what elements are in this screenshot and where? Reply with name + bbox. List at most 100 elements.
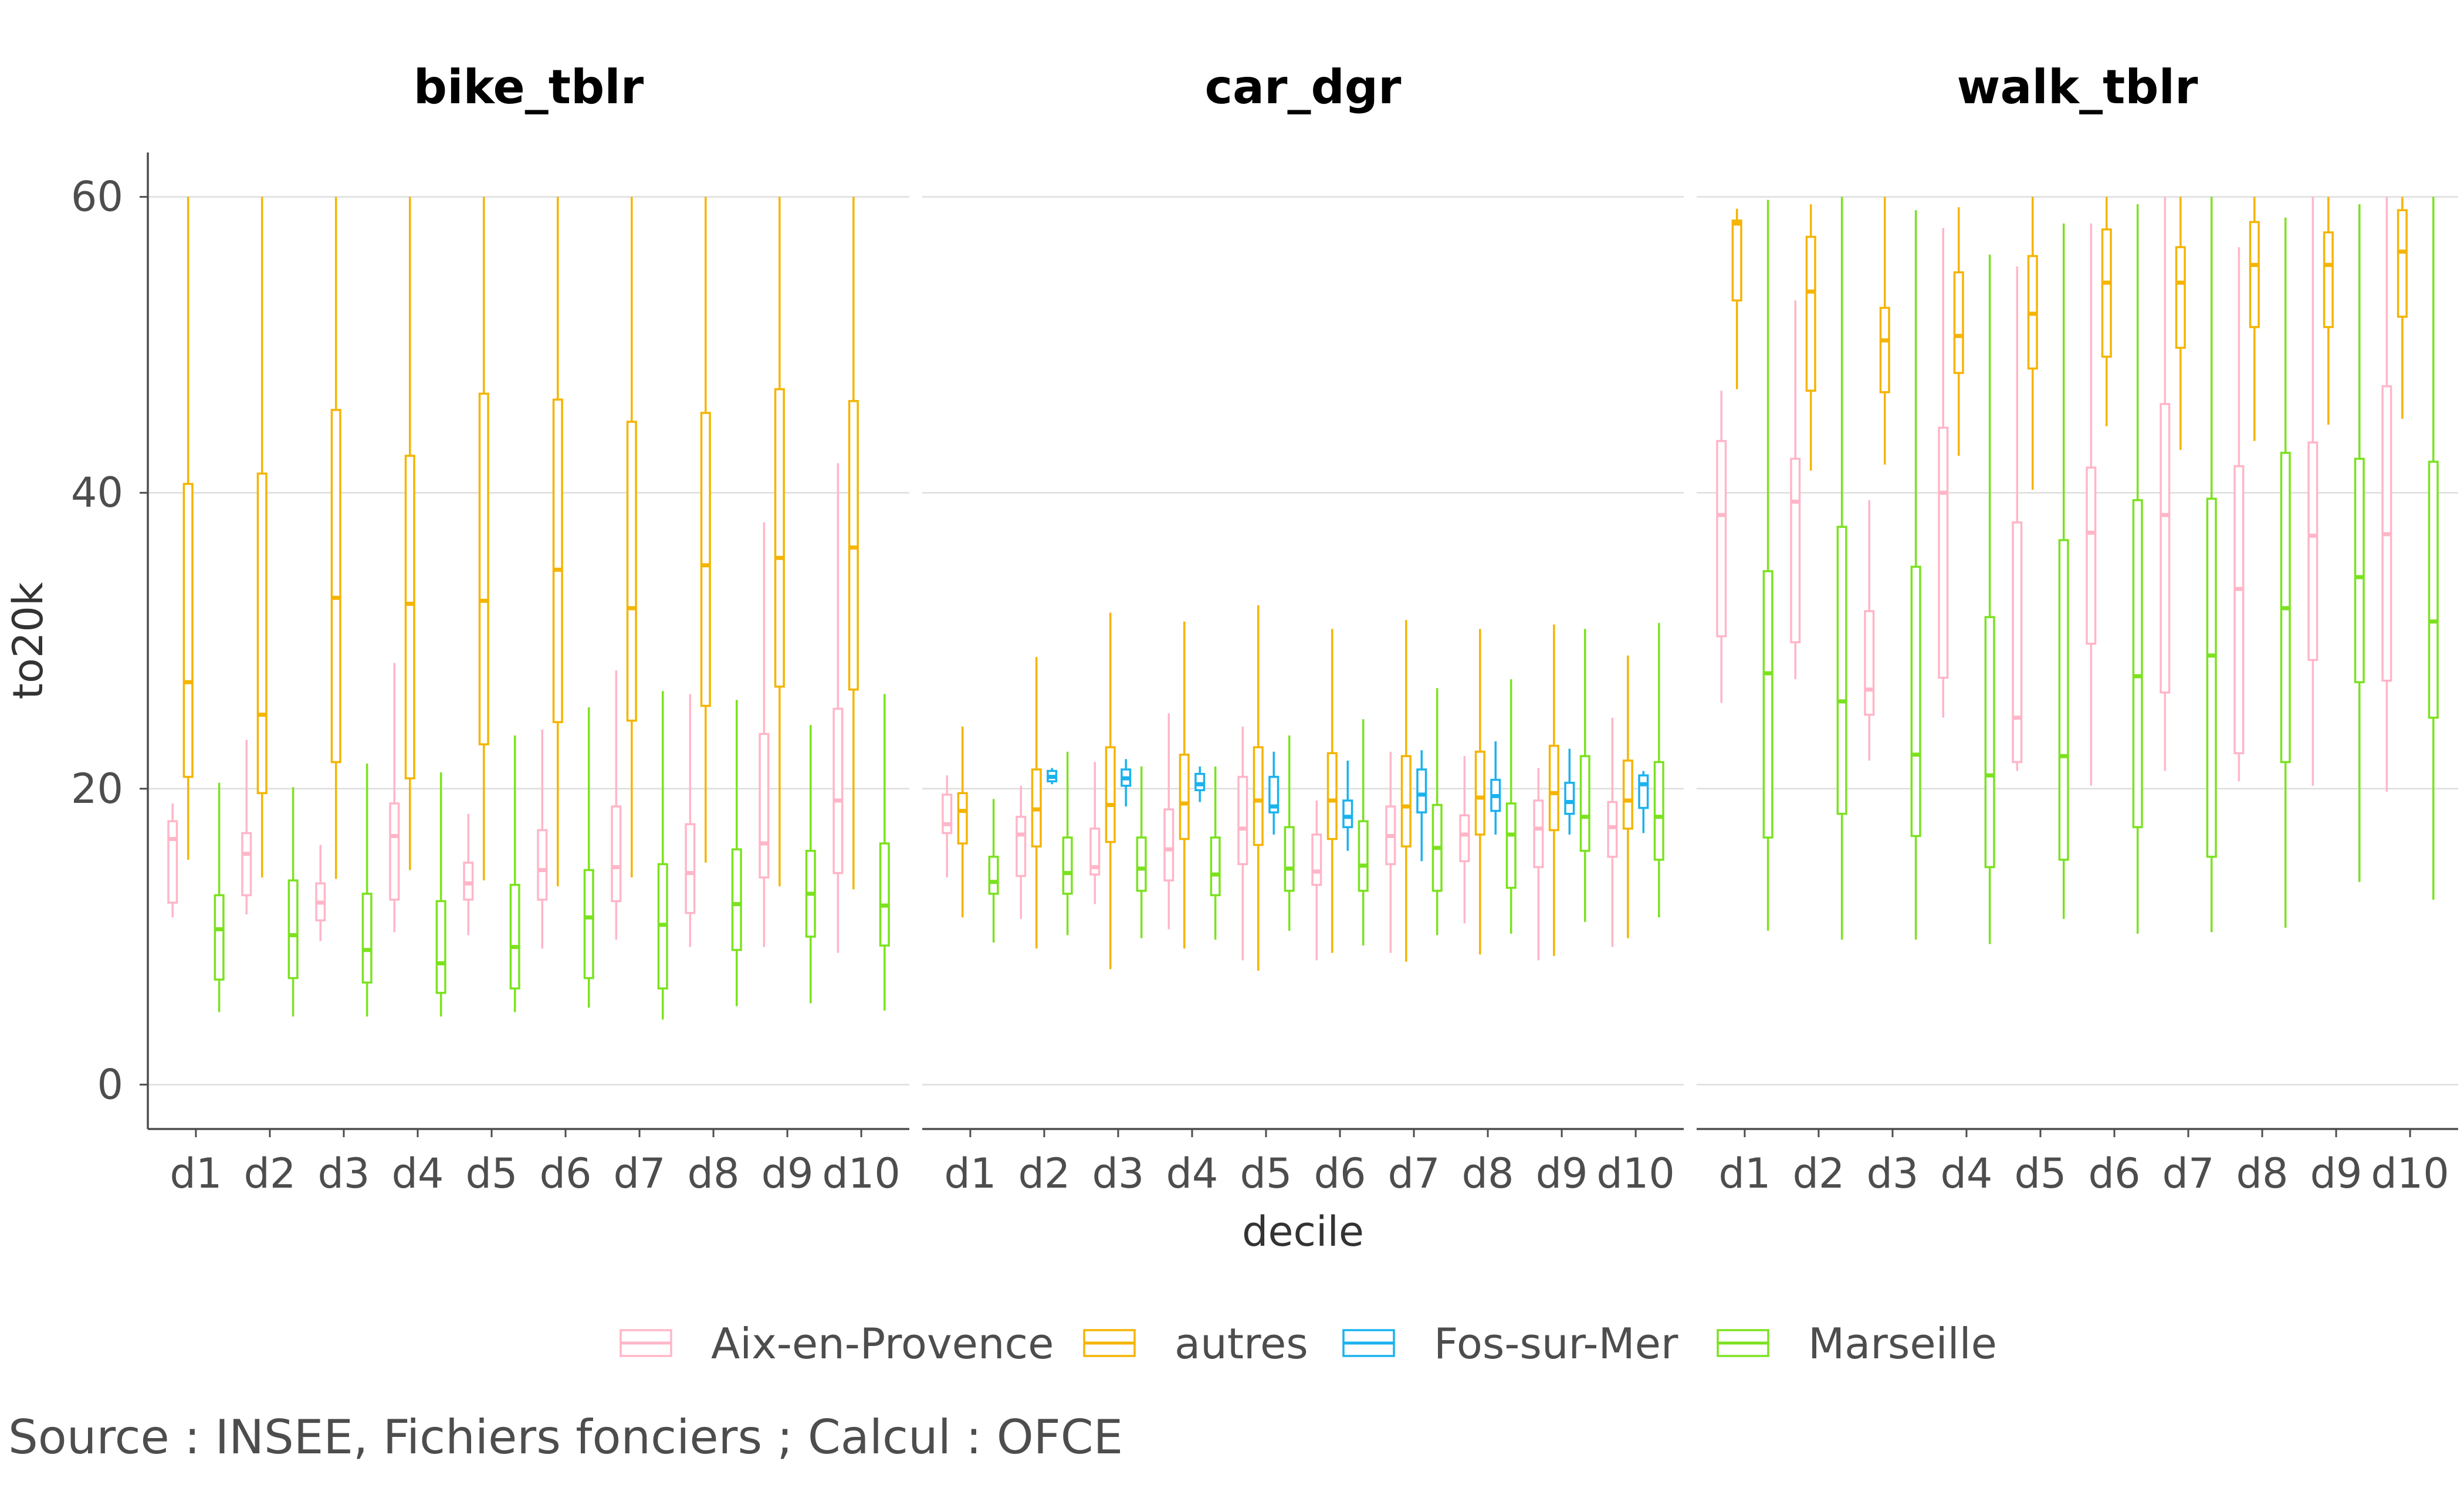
x-tick-label: d1 <box>944 1150 996 1198</box>
box-iqr <box>2233 465 2245 754</box>
box-iqr <box>1879 307 1890 394</box>
box-Aix-en-Provence-d10 <box>832 463 844 953</box>
box-iqr <box>389 802 400 901</box>
box-autres-d7 <box>626 196 637 878</box>
box-iqr <box>1864 610 1875 716</box>
box-Aix-en-Provence-d1 <box>167 803 178 918</box>
box-Fos-sur-Mer-d8 <box>1490 741 1501 835</box>
box-Aix-en-Provence-d2 <box>241 740 252 915</box>
x-tick-label: d9 <box>2310 1150 2363 1198</box>
box-iqr <box>1210 836 1221 897</box>
box-iqr <box>1136 836 1147 892</box>
x-tick-label: d7 <box>2162 1150 2215 1198</box>
box-iqr <box>2132 499 2143 829</box>
box-Marseille-d8 <box>731 700 742 1006</box>
x-axis-title: decile <box>1242 1208 1364 1256</box>
legend-item-Marseille: Marseille <box>1717 1319 1997 1368</box>
box-Aix-en-Provence-d10 <box>1607 717 1618 947</box>
box-iqr <box>1105 746 1116 843</box>
box-iqr <box>2012 521 2023 764</box>
box-Aix-en-Provence-d8 <box>2233 247 2245 782</box>
panel-title: car_dgr <box>1205 60 1402 114</box>
box-Marseille-d8 <box>1505 679 1517 934</box>
box-Marseille-d6 <box>2132 204 2143 934</box>
box-iqr <box>2206 497 2217 858</box>
box-Aix-en-Provence-d2 <box>1016 785 1027 919</box>
x-tick-label: d6 <box>2089 1150 2141 1198</box>
box-Aix-en-Provence-d7 <box>2160 196 2171 771</box>
legend-item-autres: autres <box>1083 1319 1308 1368</box>
box-iqr <box>509 884 520 990</box>
y-axis-title: to20k <box>4 582 52 699</box>
x-tick-label: d4 <box>1166 1150 1218 1198</box>
box-iqr <box>2086 466 2097 645</box>
legend-item-Fos-sur-Mer: Fos-sur-Mer <box>1342 1319 1678 1368</box>
box-Marseille-d10 <box>1653 623 1664 918</box>
box-Marseille-d5 <box>509 735 520 1012</box>
box-iqr <box>2058 539 2069 861</box>
x-tick-label: d6 <box>1314 1150 1366 1198</box>
box-iqr <box>1984 616 1995 869</box>
box-iqr <box>2101 228 2112 358</box>
box-iqr <box>1253 746 1264 846</box>
box-autres-d9 <box>2323 196 2334 425</box>
box-Marseille-d7 <box>1431 688 1443 935</box>
box-iqr <box>942 794 953 835</box>
box-autres-d1 <box>1731 208 1742 389</box>
box-iqr <box>1505 802 1517 889</box>
box-iqr <box>957 792 968 845</box>
box-autres-d7 <box>1400 620 1412 962</box>
box-iqr <box>1163 808 1175 881</box>
x-tick-label: d8 <box>688 1150 740 1198</box>
box-iqr <box>1474 750 1485 836</box>
x-tick-label: d2 <box>1018 1150 1070 1198</box>
box-Marseille-d8 <box>2280 218 2291 928</box>
box-Marseille-d7 <box>657 691 668 1020</box>
box-iqr <box>214 894 225 981</box>
x-tick-label: d2 <box>1792 1150 1844 1198</box>
box-iqr <box>1326 752 1338 840</box>
box-iqr <box>1731 219 1742 302</box>
x-tick-label: d5 <box>1240 1150 1292 1198</box>
box-Marseille-d9 <box>805 725 816 1003</box>
box-iqr <box>167 820 178 904</box>
box-iqr <box>1910 565 1921 838</box>
box-iqr <box>1953 271 1964 374</box>
x-tick-label: d6 <box>540 1150 592 1198</box>
box-Aix-en-Provence-d8 <box>1459 756 1470 924</box>
box-iqr <box>361 893 373 984</box>
box-Marseille-d1 <box>1762 199 1773 931</box>
box-Aix-en-Provence-d3 <box>315 845 326 941</box>
panel-car_dgr: car_dgr d1 d2 d3 d4 d5 d6 d7 d8 d9 d10 <box>922 60 1684 1198</box>
box-Aix-en-Provence-d5 <box>463 813 474 935</box>
box-iqr <box>1459 814 1470 863</box>
box-Marseille-d5 <box>1284 735 1295 931</box>
box-Aix-en-Provence-d6 <box>537 729 548 949</box>
box-autres-d6 <box>552 196 563 887</box>
box-Marseille-d3 <box>361 763 373 1017</box>
box-autres-d3 <box>1879 196 1890 465</box>
box-autres-d6 <box>1326 629 1338 953</box>
y-tick-label: 0 <box>97 1060 123 1108</box>
box-Fos-sur-Mer-d6 <box>1342 760 1353 851</box>
box-iqr <box>1237 775 1248 866</box>
box-autres-d8 <box>1474 629 1485 955</box>
box-iqr <box>1716 440 1727 638</box>
box-autres-d2 <box>1805 204 1816 471</box>
x-tick-label: d2 <box>243 1150 296 1198</box>
box-Aix-en-Provence-d1 <box>1716 391 1727 703</box>
box-Aix-en-Provence-d10 <box>2381 196 2392 792</box>
box-iqr <box>2397 209 2408 318</box>
box-Aix-en-Provence-d4 <box>1163 713 1175 930</box>
box-Fos-sur-Mer-d2 <box>1047 768 1058 785</box>
box-Fos-sur-Mer-d7 <box>1416 750 1427 862</box>
x-tick-label: d4 <box>391 1150 444 1198</box>
x-tick-label: d10 <box>822 1150 901 1198</box>
box-iqr <box>879 842 890 947</box>
box-iqr <box>988 856 999 895</box>
box-iqr <box>330 409 341 764</box>
x-tick-label: d10 <box>1596 1150 1675 1198</box>
